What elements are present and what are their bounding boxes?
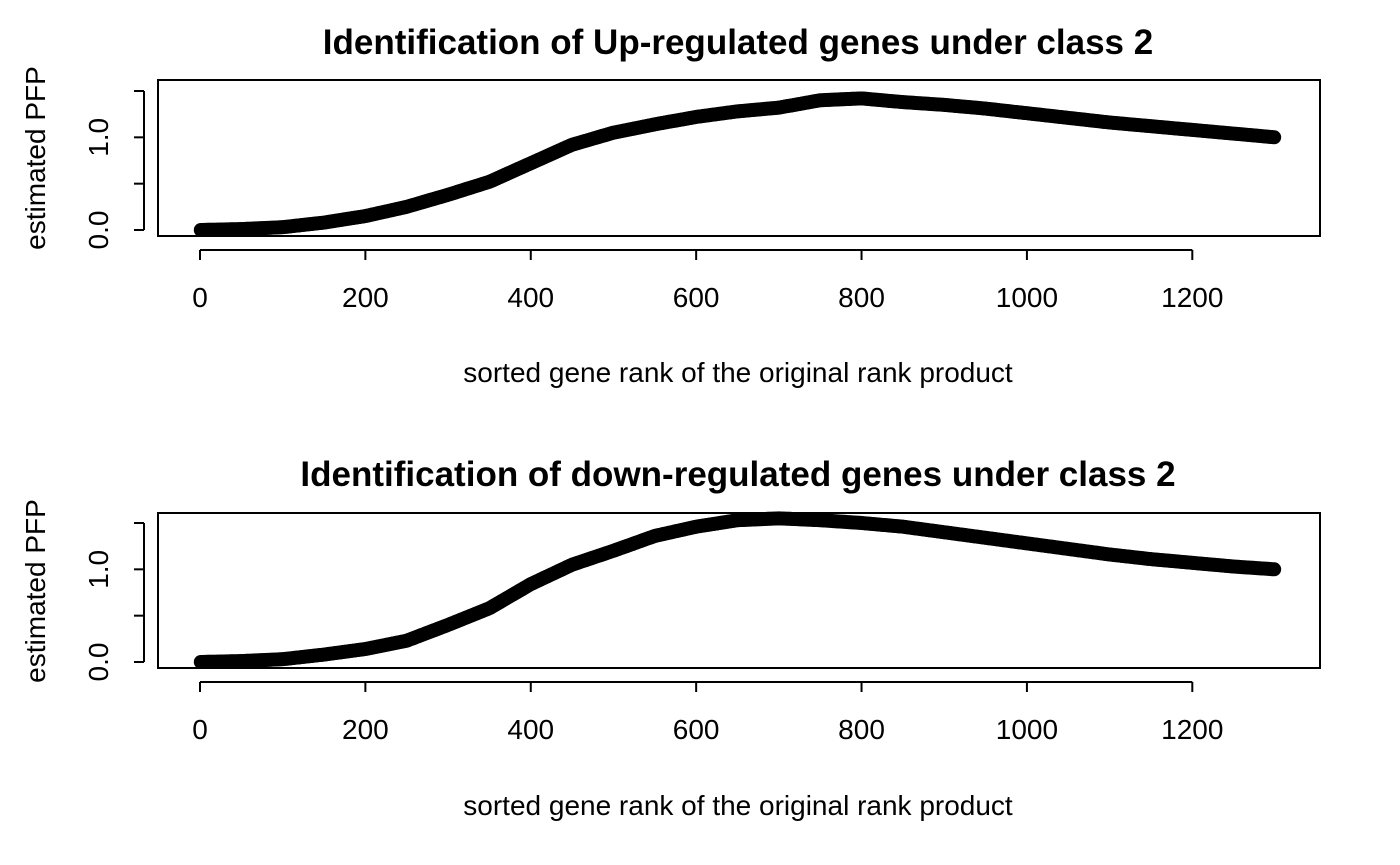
x-tick-label: 1200 (1161, 282, 1223, 313)
data-point (1267, 562, 1282, 577)
x-tick-label: 1000 (996, 714, 1058, 745)
x-tick-label: 400 (507, 714, 554, 745)
plot-frame (157, 512, 1321, 669)
x-tick-label: 200 (342, 282, 389, 313)
x-tick-label: 0 (192, 714, 208, 745)
y-axis-label: estimated PFP (20, 66, 51, 250)
y-axis-label: estimated PFP (20, 499, 51, 683)
x-tick-label: 600 (673, 282, 720, 313)
data-points (193, 511, 1282, 669)
chart-title: Identification of down-regulated genes u… (300, 455, 1175, 494)
x-tick-label: 800 (838, 714, 885, 745)
data-points (193, 91, 1282, 237)
y-tick-label: 1.0 (83, 118, 114, 157)
data-point (1267, 130, 1282, 145)
x-tick-label: 200 (342, 714, 389, 745)
y-axis: 0.0 1.0 (83, 522, 145, 682)
x-tick-label: 400 (507, 282, 554, 313)
chart-panel-upregulated: Identification of Up-regulated genes und… (20, 23, 1321, 388)
plot-frame (157, 79, 1321, 237)
chart-panel-downregulated: Identification of down-regulated genes u… (20, 455, 1321, 821)
x-axis-label: sorted gene rank of the original rank pr… (463, 790, 1013, 821)
x-axis-label: sorted gene rank of the original rank pr… (463, 357, 1013, 388)
x-axis: 0 200 400 600 800 1000 1200 (192, 681, 1223, 745)
x-tick-label: 1200 (1161, 714, 1223, 745)
y-tick-label: 0.0 (83, 211, 114, 250)
x-tick-label: 800 (838, 282, 885, 313)
x-tick-label: 1000 (996, 282, 1058, 313)
chart-title: Identification of Up-regulated genes und… (323, 23, 1153, 62)
x-tick-label: 0 (192, 282, 208, 313)
x-axis: 0 200 400 600 800 1000 1200 (192, 249, 1223, 313)
x-tick-label: 600 (673, 714, 720, 745)
y-axis: 0.0 1.0 (83, 90, 145, 250)
y-tick-label: 1.0 (83, 550, 114, 589)
y-tick-label: 0.0 (83, 643, 114, 682)
